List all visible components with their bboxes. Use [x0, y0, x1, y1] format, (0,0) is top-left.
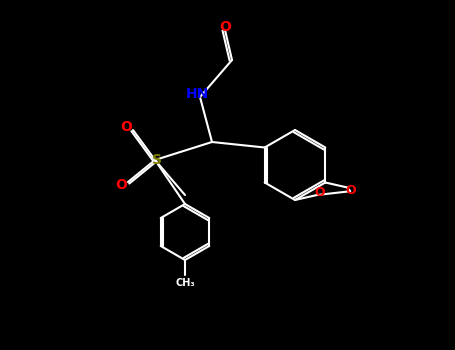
Text: O: O [315, 186, 325, 198]
Text: O: O [345, 184, 356, 197]
Text: O: O [115, 178, 127, 192]
Text: O: O [219, 20, 231, 34]
Text: CH₃: CH₃ [175, 278, 195, 288]
Text: O: O [120, 120, 132, 134]
Text: S: S [152, 153, 162, 167]
Text: HN: HN [185, 87, 209, 101]
